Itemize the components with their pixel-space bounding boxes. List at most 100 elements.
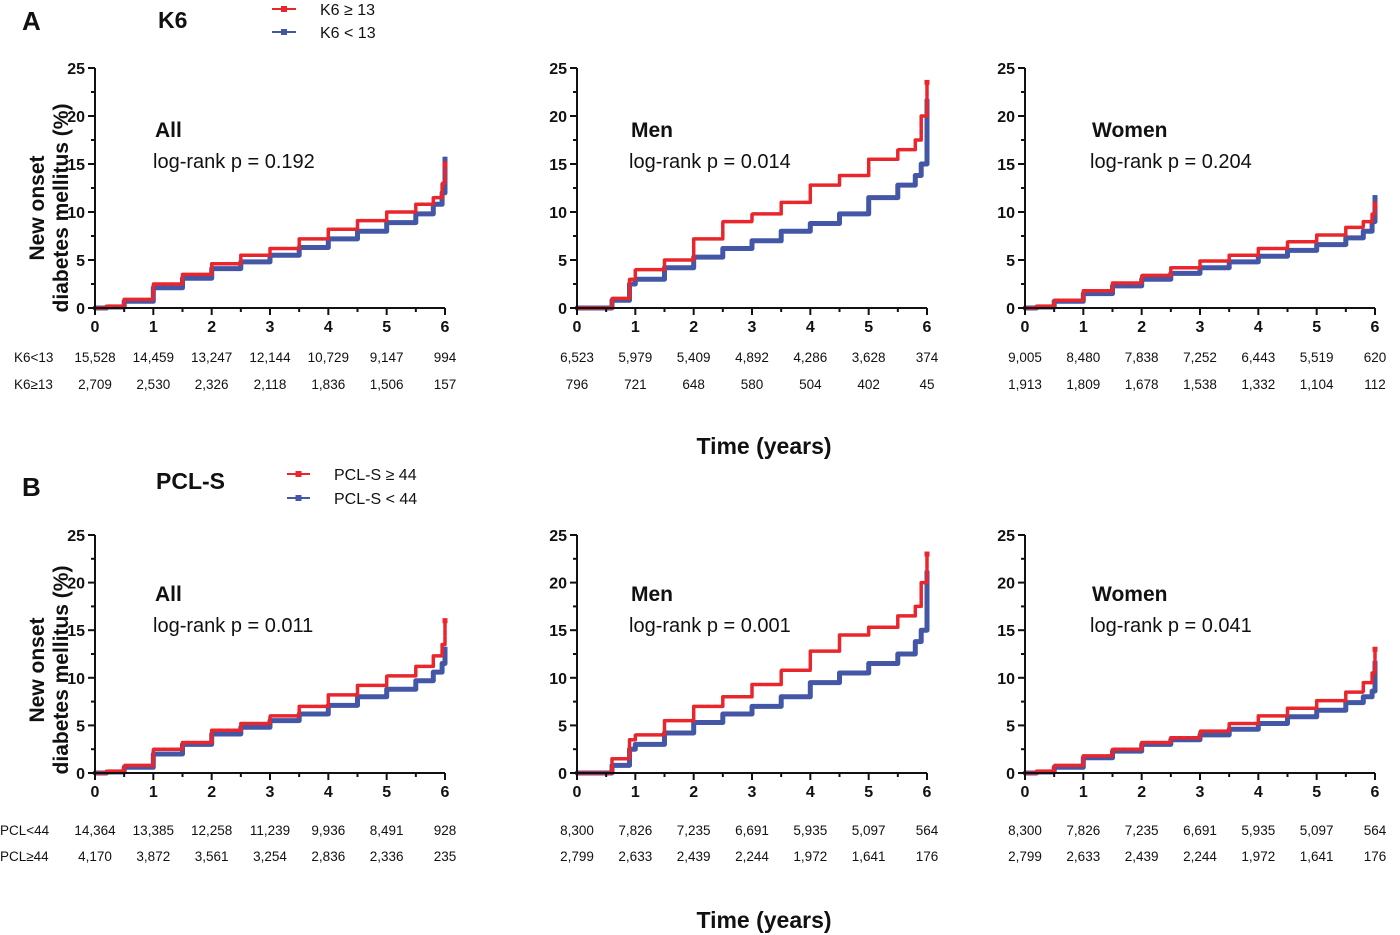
y-tick-label: 20	[549, 576, 567, 593]
x-tick-label: 4	[1254, 784, 1263, 801]
km-curve-low	[1022, 195, 1378, 311]
risk-count-high: 402	[857, 377, 880, 392]
risk-count-low: 5,097	[1300, 823, 1334, 838]
x-tick-label: 3	[1196, 784, 1205, 801]
x-tick-label: 2	[689, 784, 698, 801]
x-tick-label: 0	[91, 319, 100, 336]
risk-count-high: 3,254	[253, 849, 287, 864]
risk-count-high: 45	[919, 377, 934, 392]
x-tick-label: 1	[149, 319, 158, 336]
risk-count-high: 2,118	[254, 377, 287, 392]
x-tick-label: 5	[864, 319, 873, 336]
risk-count-low: 11,239	[250, 823, 290, 838]
risk-count-high: 1,972	[793, 849, 827, 864]
risk-count-high: 1,332	[1241, 377, 1275, 392]
x-tick-label: 4	[1254, 319, 1263, 336]
risk-count-low: 7,235	[677, 823, 711, 838]
risk-count-low: 8,491	[370, 823, 404, 838]
logrank-pvalue: log-rank p = 0.011	[153, 615, 313, 637]
risk-count-low: 6,691	[735, 823, 769, 838]
x-tick-label: 1	[149, 784, 158, 801]
risk-count-low: 8,300	[1008, 823, 1042, 838]
risk-count-low: 3,628	[852, 350, 886, 365]
risk-count-high: 1,506	[370, 377, 404, 392]
risk-count-low: 6,691	[1183, 823, 1217, 838]
x-tick-label: 2	[1137, 319, 1146, 336]
panel-all: 0 5 10 15 20 25 0 1 2 3 4 5 6 All log-rank p = 0.192 15…	[67, 61, 457, 392]
risk-count-high: 112	[1364, 377, 1386, 392]
risk-count-low: 7,826	[618, 823, 652, 838]
risk-count-high: 3,561	[195, 849, 229, 864]
legend-label-low: K6 < 13	[320, 25, 376, 42]
y-tick-label: 0	[1006, 301, 1015, 318]
km-curve-end-high	[442, 161, 448, 167]
y-tick-label: 10	[549, 671, 567, 688]
risk-count-high: 504	[799, 377, 822, 392]
risk-count-high: 2,439	[1125, 849, 1159, 864]
y-tick-label: 0	[76, 301, 85, 318]
risk-count-high: 176	[1364, 849, 1387, 864]
km-curve-low	[92, 646, 448, 776]
risk-count-low: 9,147	[370, 350, 404, 365]
km-curve-end-high	[1372, 646, 1378, 652]
y-tick-label: 0	[558, 766, 567, 783]
y-tick-label: 15	[997, 623, 1015, 640]
y-tick-label: 20	[549, 109, 567, 126]
x-tick-label: 6	[923, 319, 932, 336]
risk-count-high: 1,104	[1300, 377, 1334, 392]
panel-all: 0 5 10 15 20 25 0 1 2 3 4 5 6 All log-rank p = 0.011 14…	[67, 528, 456, 864]
logrank-pvalue: log-rank p = 0.204	[1090, 151, 1252, 173]
risk-count-high: 1,678	[1125, 377, 1159, 392]
y-tick-label: 10	[67, 205, 85, 222]
y-tick-label: 25	[67, 61, 85, 78]
y-tick-label: 20	[997, 576, 1015, 593]
y-axis-label-line1: New onset	[26, 617, 49, 722]
risk-count-low: 928	[434, 823, 457, 838]
y-tick-label: 5	[76, 718, 85, 735]
risk-count-high: 2,326	[195, 377, 229, 392]
x-tick-label: 4	[806, 319, 815, 336]
panel-men: 0 5 10 15 20 25 0 1 2 3 4 5 6 Men log-rank p = 0.001 8,…	[549, 528, 939, 864]
risk-count-high: 176	[916, 849, 939, 864]
risk-count-high: 4,170	[78, 849, 112, 864]
x-tick-label: 2	[207, 784, 216, 801]
panel-name: Men	[631, 583, 673, 606]
risk-count-high: 2,799	[1008, 849, 1042, 864]
risk-count-high: 2,439	[677, 849, 711, 864]
y-tick-label: 10	[67, 671, 85, 688]
risk-count-high: 2,799	[560, 849, 594, 864]
y-axis-label-line1: New onset	[26, 155, 49, 260]
x-tick-label: 6	[1371, 784, 1380, 801]
risk-count-low: 12,144	[249, 350, 291, 365]
x-tick-label: 3	[266, 784, 275, 801]
risk-count-low: 9,005	[1008, 350, 1042, 365]
km-curve-end-low	[442, 646, 448, 652]
y-tick-label: 25	[549, 528, 567, 545]
x-tick-label: 4	[324, 319, 333, 336]
risk-count-low: 7,838	[1125, 350, 1159, 365]
section-b: B PCL-S PCL-S ≥ 44 PCL-S < 44 New onset diabe…	[0, 467, 1387, 933]
logrank-pvalue: log-rank p = 0.041	[1090, 615, 1252, 637]
x-tick-label: 2	[207, 319, 216, 336]
y-tick-label: 0	[76, 766, 85, 783]
y-tick-label: 5	[558, 253, 567, 270]
x-tick-label: 5	[864, 784, 873, 801]
risk-count-high: 2,336	[370, 849, 404, 864]
x-tick-label: 6	[923, 784, 932, 801]
km-curve-low	[574, 99, 930, 311]
risk-count-low: 6,523	[560, 350, 594, 365]
km-curve-high	[1023, 202, 1377, 310]
risk-count-low: 564	[1364, 823, 1387, 838]
y-tick-label: 20	[67, 576, 85, 593]
y-tick-label: 5	[558, 718, 567, 735]
risk-count-low: 994	[434, 350, 457, 365]
km-curve-end-low	[442, 156, 448, 162]
risk-count-high: 648	[682, 377, 705, 392]
risk-count-high: 1,641	[1300, 849, 1334, 864]
x-tick-label: 5	[382, 784, 391, 801]
km-curve-end-high	[924, 551, 930, 557]
risk-count-high: 2,633	[618, 849, 652, 864]
x-tick-label: 0	[573, 319, 582, 336]
risk-count-high: 1,809	[1066, 377, 1100, 392]
legend-marker-high	[295, 471, 302, 477]
